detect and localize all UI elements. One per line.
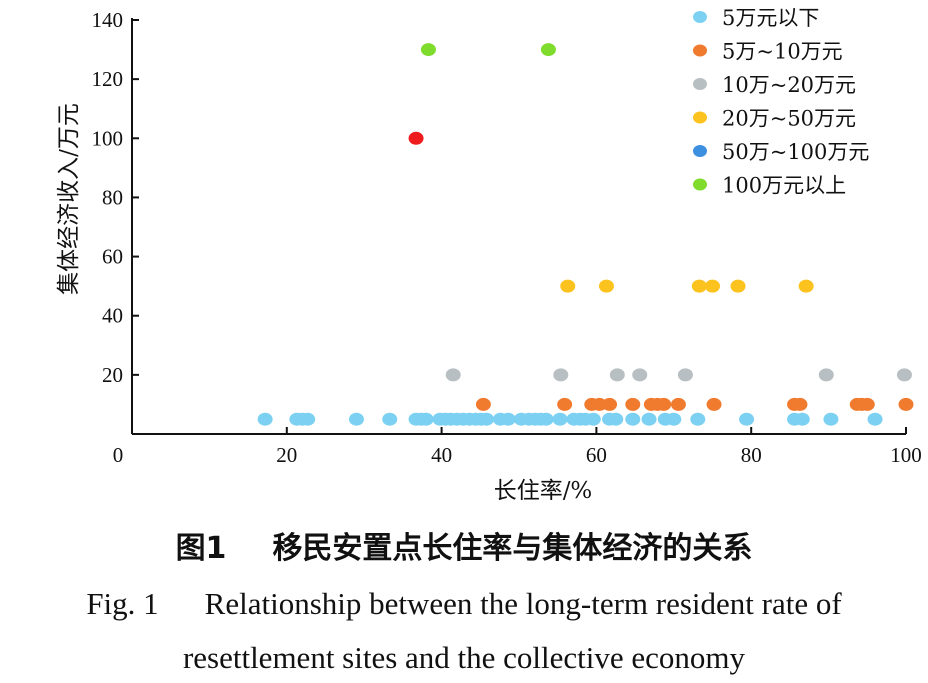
data-point xyxy=(859,397,875,411)
y-tick-label: 60 xyxy=(102,245,123,269)
data-point xyxy=(608,412,624,426)
data-point xyxy=(691,279,707,293)
caption-english-line1: Fig. 1 Relationship between the long-term… xyxy=(0,586,928,622)
data-point xyxy=(739,412,755,426)
data-point xyxy=(257,412,273,426)
data-point xyxy=(641,412,657,426)
data-point xyxy=(300,412,316,426)
chart-legend: 5万元以下 5万~10万元 10万~20万元 20万~50万元 50万~100万元 100… xyxy=(693,6,869,198)
data-point xyxy=(420,43,436,57)
data-point xyxy=(500,412,516,426)
data-point xyxy=(552,412,568,426)
legend-marker xyxy=(693,44,707,57)
data-point xyxy=(896,368,912,382)
legend-label: 50万~100万元 xyxy=(722,140,869,164)
scatter-chart: 0 20 40 60 80 100 20 40 60 80 100 120 140 5万元以下 5万~10… xyxy=(56,6,922,500)
data-point xyxy=(632,368,648,382)
data-point xyxy=(625,412,641,426)
x-axis-title: 长住率/% xyxy=(494,478,593,500)
data-point xyxy=(867,412,883,426)
data-point xyxy=(382,412,398,426)
caption-cn-label: 图1 xyxy=(175,531,227,566)
legend-marker xyxy=(693,111,707,124)
data-point xyxy=(677,368,693,382)
legend-marker xyxy=(693,178,707,191)
data-point xyxy=(538,412,554,426)
y-tick-label: 20 xyxy=(102,363,123,387)
data-point xyxy=(730,279,746,293)
legend-label: 5万元以下 xyxy=(722,6,819,30)
data-point xyxy=(898,397,914,411)
x-tick-label: 40 xyxy=(431,443,452,467)
y-tick-label: 80 xyxy=(102,185,123,209)
data-point xyxy=(690,412,706,426)
data-point xyxy=(478,412,494,426)
y-tick-label: 120 xyxy=(92,67,124,91)
x-tick-label: 60 xyxy=(586,443,607,467)
data-point xyxy=(418,412,434,426)
legend-label: 100万元以上 xyxy=(722,174,846,198)
data-point xyxy=(670,397,686,411)
chart-axes xyxy=(131,18,906,435)
data-point xyxy=(706,397,722,411)
legend-marker xyxy=(693,11,707,23)
legend-marker xyxy=(693,145,707,157)
x-tick-label: 20 xyxy=(276,443,297,467)
data-point xyxy=(408,131,424,145)
data-point xyxy=(540,43,556,57)
data-point xyxy=(553,368,569,382)
data-point xyxy=(560,279,576,293)
data-point xyxy=(818,368,834,382)
chart-points xyxy=(257,43,914,426)
caption-english-line2: resettlement sites and the collective ec… xyxy=(182,640,746,675)
legend-label: 10万~20万元 xyxy=(722,73,856,97)
data-point xyxy=(445,368,461,382)
data-point xyxy=(585,412,601,426)
data-point xyxy=(666,412,682,426)
data-point xyxy=(348,412,364,426)
x-tick-label: 100 xyxy=(890,443,922,467)
caption-en-label: Fig. 1 xyxy=(86,586,159,621)
x-tick-label: 80 xyxy=(741,443,762,467)
x-tick-label: 0 xyxy=(113,443,124,467)
y-tick-label: 140 xyxy=(92,8,124,32)
data-point xyxy=(475,397,491,411)
data-point xyxy=(602,397,618,411)
caption-cn-title: 移民安置点长住率与集体经济的关系 xyxy=(272,531,753,566)
data-point xyxy=(823,412,839,426)
chart-ticks: 0 20 40 60 80 100 20 40 60 80 100 120 140 xyxy=(92,8,922,467)
data-point xyxy=(557,397,573,411)
data-point xyxy=(794,412,810,426)
y-axis-title: 集体经济收入/万元 xyxy=(56,103,82,295)
caption-chinese: 图1 移民安置点长住率与集体经济的关系 xyxy=(0,523,928,567)
data-point xyxy=(598,279,614,293)
data-point xyxy=(625,397,641,411)
y-tick-label: 40 xyxy=(102,304,123,328)
data-point xyxy=(798,279,814,293)
y-tick-label: 100 xyxy=(92,126,124,150)
legend-label: 5万~10万元 xyxy=(722,40,843,64)
data-point xyxy=(656,397,672,411)
data-point xyxy=(705,279,720,293)
caption-en-title-line1: Relationship between the long-term resid… xyxy=(204,586,842,621)
data-point xyxy=(792,397,808,411)
legend-marker xyxy=(693,78,707,90)
legend-label: 20万~50万元 xyxy=(722,107,856,131)
data-point xyxy=(609,368,625,382)
